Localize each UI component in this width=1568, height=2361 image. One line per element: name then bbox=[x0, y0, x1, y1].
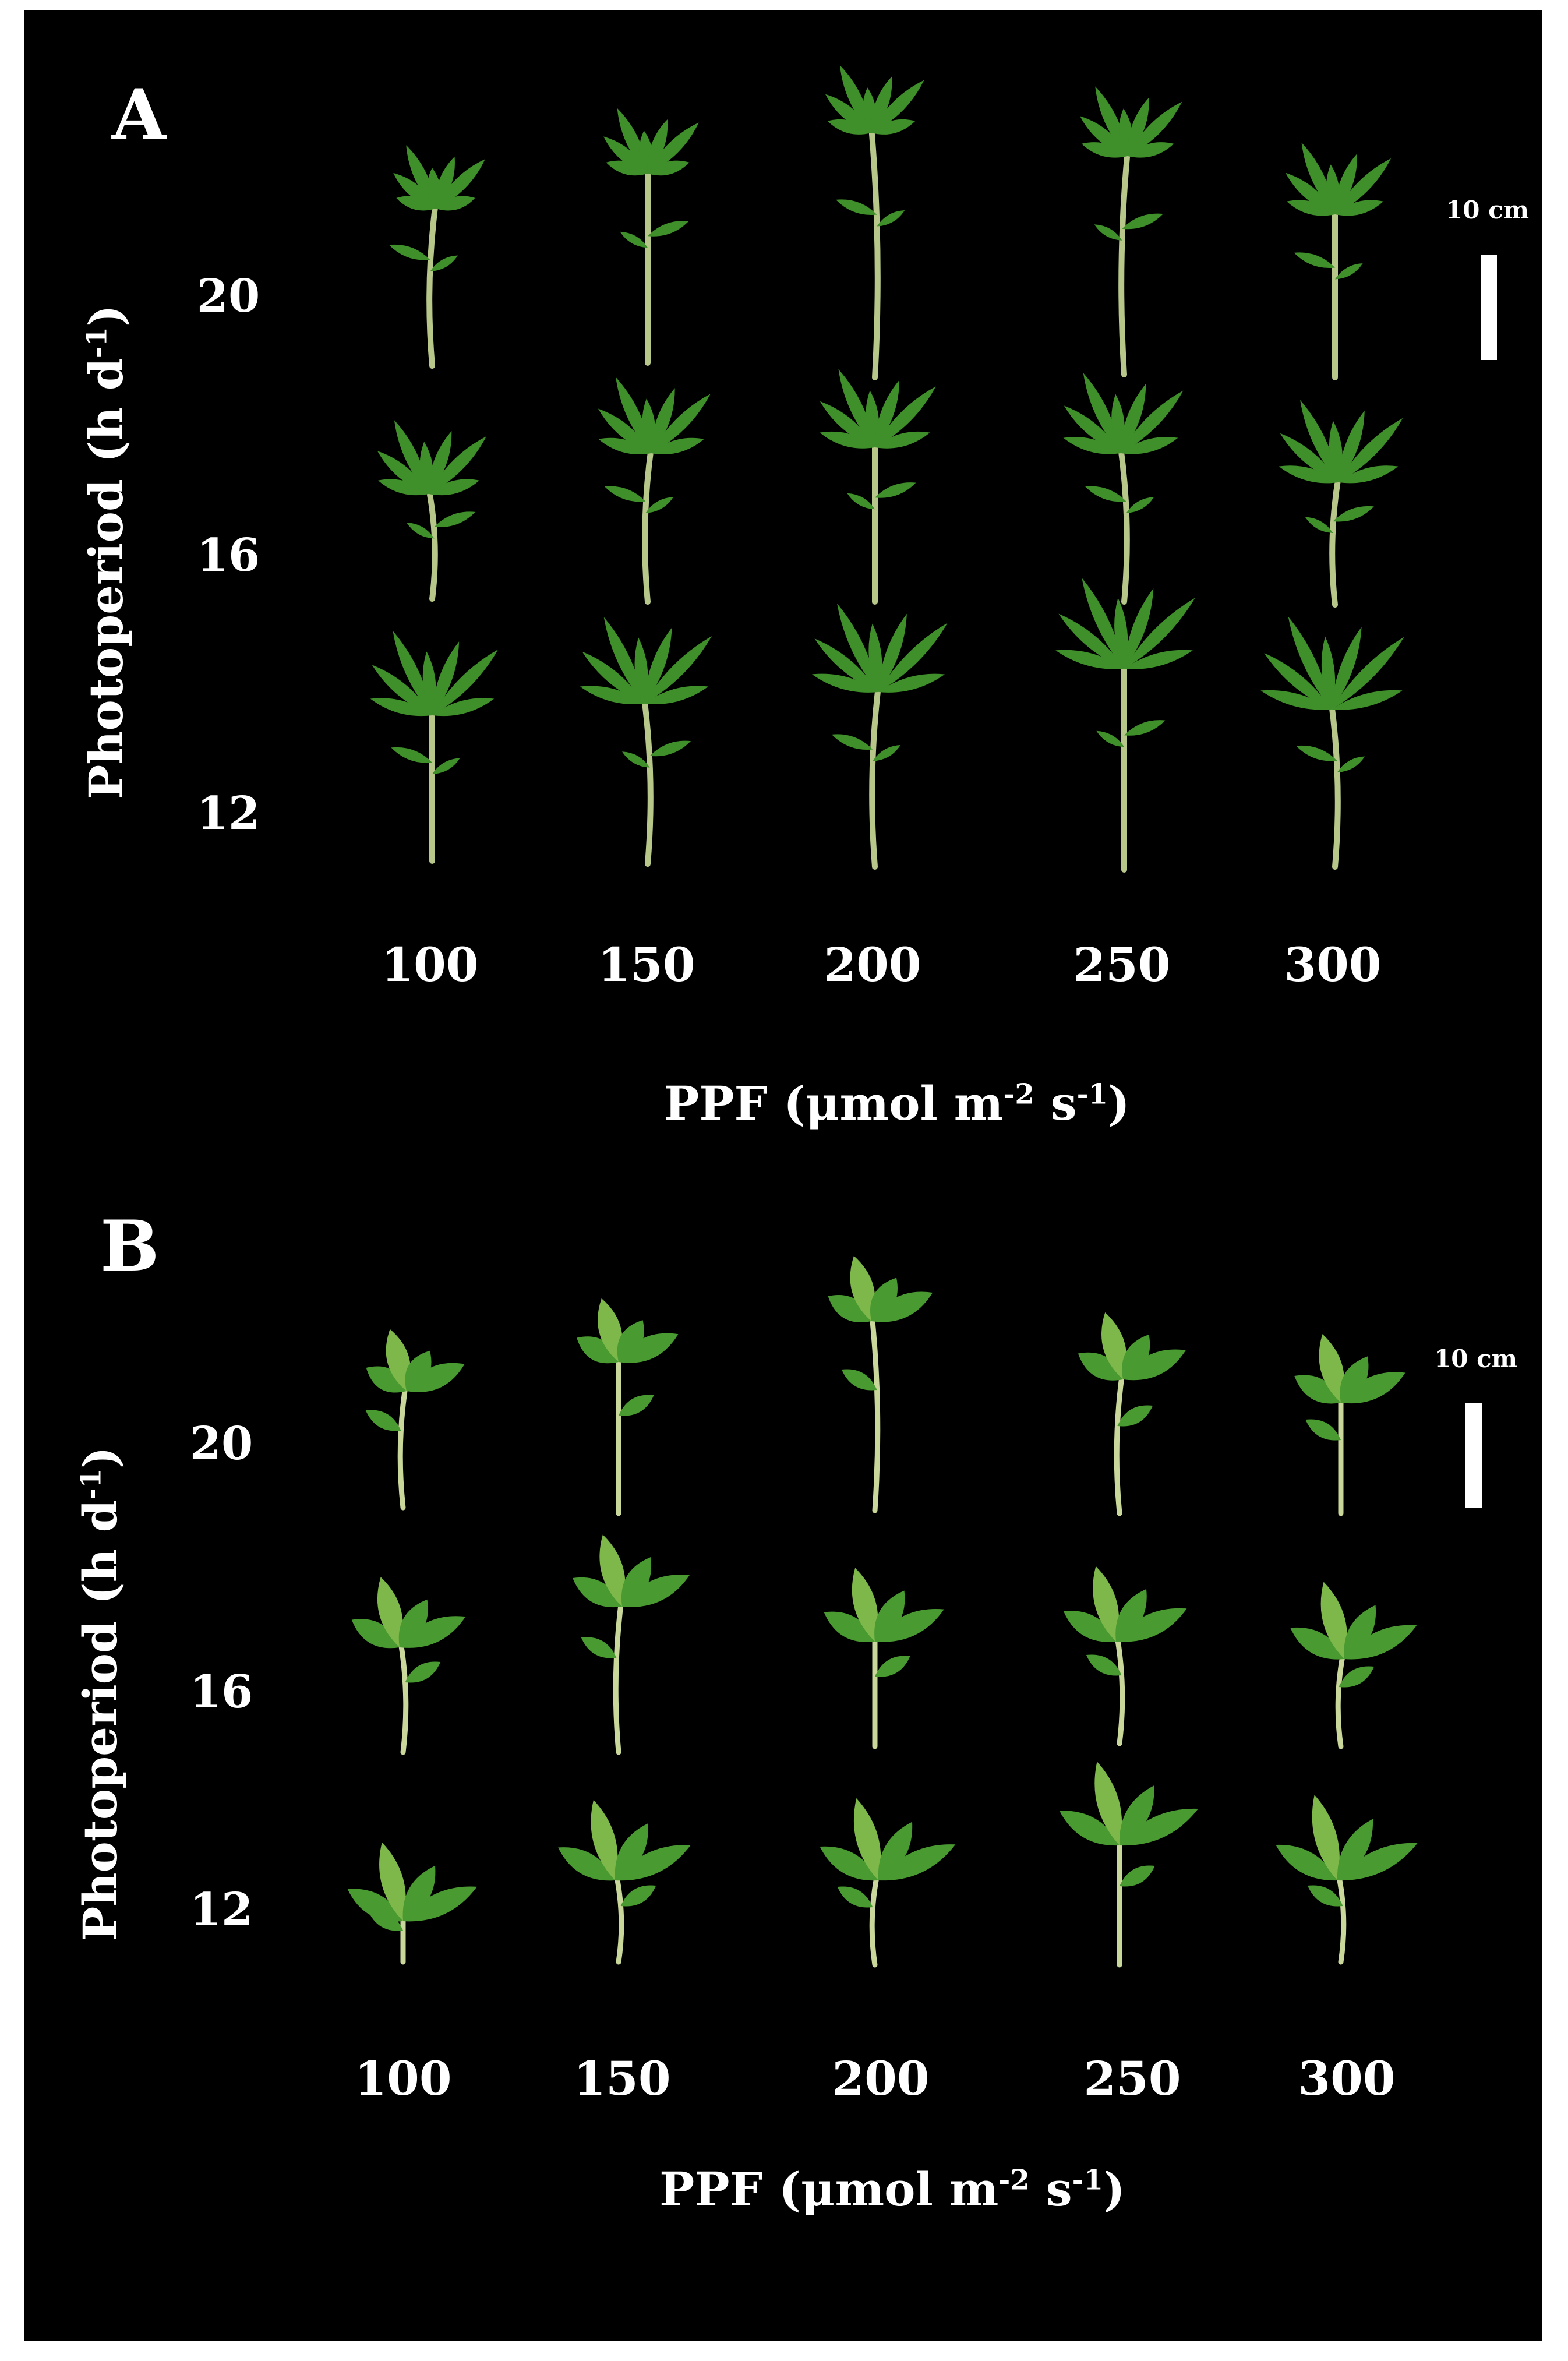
tomato-seedling bbox=[389, 145, 485, 369]
pepper-seedling bbox=[347, 1842, 477, 1965]
panel-letter: B bbox=[100, 1205, 160, 1287]
panel-a: A Photoperiod (h d-1) 20 16 12 100 150 2… bbox=[24, 10, 1542, 1170]
panel-b: B Photoperiod (h d-1) 20 16 12 100 150 2… bbox=[24, 1170, 1542, 2341]
tomato-seedling bbox=[820, 369, 936, 605]
panel-letter: A bbox=[112, 74, 167, 156]
tomato-seedling bbox=[1285, 142, 1392, 380]
x-axis-title: PPF (μmol m-2 s-1) bbox=[659, 2162, 1125, 2217]
pepper-seedling bbox=[1059, 1762, 1199, 1968]
tomato-seedling bbox=[377, 420, 486, 602]
row-label-12: 12 bbox=[196, 787, 260, 840]
column-label-150: 150 bbox=[598, 937, 695, 992]
pepper-seedling bbox=[828, 1255, 933, 1513]
column-label-250: 250 bbox=[1073, 937, 1171, 992]
tomato-seedling bbox=[825, 65, 924, 380]
pepper-seedling bbox=[1290, 1582, 1417, 1749]
column-label-250: 250 bbox=[1083, 2051, 1181, 2106]
column-label-200: 200 bbox=[824, 937, 921, 992]
pepper-seedling bbox=[558, 1799, 691, 1965]
tomato-seedling bbox=[603, 108, 699, 366]
row-label-20: 20 bbox=[189, 1417, 253, 1470]
tomato-seedling bbox=[598, 377, 711, 605]
pepper-seedling bbox=[351, 1577, 466, 1755]
column-label-100: 100 bbox=[381, 937, 479, 992]
pepper-seedling bbox=[1078, 1312, 1186, 1516]
scale-bar bbox=[1465, 1403, 1482, 1508]
plant-photo-grid bbox=[347, 1255, 1418, 1968]
pepper-seedling bbox=[577, 1298, 679, 1516]
pepper-seedling bbox=[820, 1798, 956, 1968]
tomato-seedling bbox=[1279, 400, 1403, 608]
scale-label: 10 cm bbox=[1446, 196, 1530, 224]
pepper-seedling bbox=[573, 1534, 690, 1755]
column-label-100: 100 bbox=[354, 2051, 452, 2106]
x-axis-title: PPF (μmol m-2 s-1) bbox=[664, 1076, 1130, 1131]
row-label-20: 20 bbox=[196, 270, 260, 323]
pepper-seedling bbox=[1294, 1334, 1405, 1516]
tomato-seedling bbox=[1260, 616, 1404, 870]
row-label-12: 12 bbox=[189, 1883, 253, 1936]
tomato-seedling bbox=[812, 603, 948, 870]
row-label-16: 16 bbox=[189, 1665, 253, 1718]
column-label-300: 300 bbox=[1298, 2051, 1396, 2106]
plant-photo-grid bbox=[370, 65, 1404, 873]
pepper-seedling bbox=[1276, 1795, 1418, 1965]
tomato-seedling bbox=[370, 630, 499, 864]
column-label-200: 200 bbox=[832, 2051, 930, 2106]
tomato-seedling bbox=[1063, 373, 1184, 605]
tomato-seedling bbox=[1055, 578, 1195, 873]
tomato-seedling bbox=[580, 617, 712, 867]
pepper-seedling bbox=[1063, 1566, 1187, 1746]
scale-bar bbox=[1481, 255, 1497, 360]
scale-label: 10 cm bbox=[1434, 1344, 1518, 1373]
column-label-300: 300 bbox=[1284, 937, 1382, 992]
column-label-150: 150 bbox=[573, 2051, 671, 2106]
pepper-seedling bbox=[824, 1568, 944, 1749]
pepper-seedling bbox=[365, 1329, 465, 1511]
tomato-seedling bbox=[1080, 86, 1182, 377]
row-label-16: 16 bbox=[196, 529, 260, 582]
